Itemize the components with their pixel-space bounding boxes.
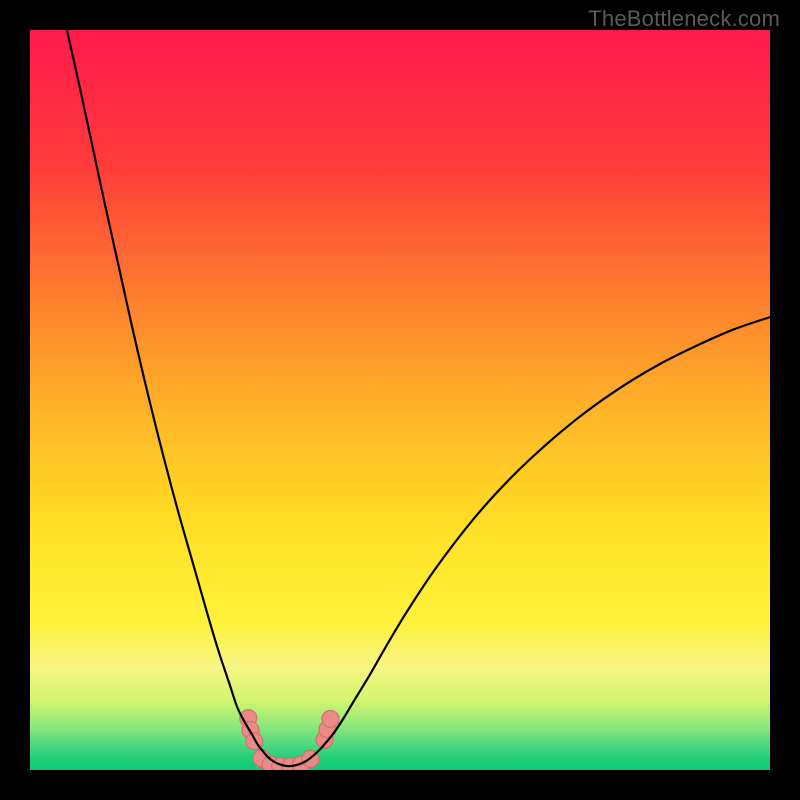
- chart-svg: [30, 30, 770, 770]
- data-marker: [322, 710, 339, 727]
- gradient-background: [30, 30, 770, 770]
- plot-area: [30, 30, 770, 770]
- outer-frame: TheBottleneck.com: [0, 0, 800, 800]
- watermark-text: TheBottleneck.com: [588, 6, 780, 32]
